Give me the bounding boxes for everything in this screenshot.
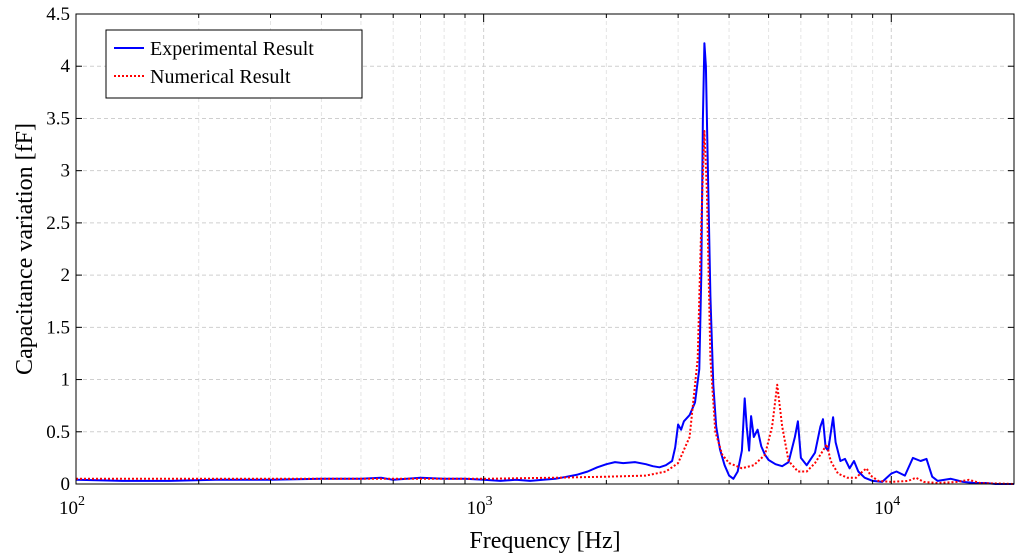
y-tick-label: 3.5 [46, 108, 70, 129]
series-line-numerical [76, 130, 1015, 485]
plot-frame [75, 13, 1015, 485]
series-line-experimental [75, 42, 1014, 485]
y-tick-label: 4 [61, 56, 71, 77]
y-tick-label: 2.5 [46, 213, 70, 234]
x-tick-exponent: 3 [486, 494, 493, 509]
y-tick-label: 3 [61, 161, 71, 182]
y-tick-label: 0 [61, 474, 71, 495]
y-tick-label: 1 [61, 370, 71, 391]
y-tick-label: 2 [61, 265, 71, 286]
series-layer [75, 42, 1015, 485]
y-tick-label: 1.5 [46, 317, 70, 338]
x-tick-exponent: 4 [893, 494, 900, 509]
x-axis-title: Frequency [Hz] [469, 528, 620, 554]
legend-label-numerical: Numerical Result [150, 66, 291, 88]
y-tick-label: 0.5 [46, 422, 70, 443]
x-tick-exponent: 2 [78, 494, 85, 509]
y-tick-label: 4.5 [46, 4, 70, 25]
legend: Experimental Result Numerical Result [105, 29, 363, 99]
legend-box [105, 29, 363, 99]
grid [75, 13, 1014, 485]
y-axis-title: Capacitance variation [fF] [12, 123, 38, 375]
legend-label-experimental: Experimental Result [150, 38, 314, 60]
